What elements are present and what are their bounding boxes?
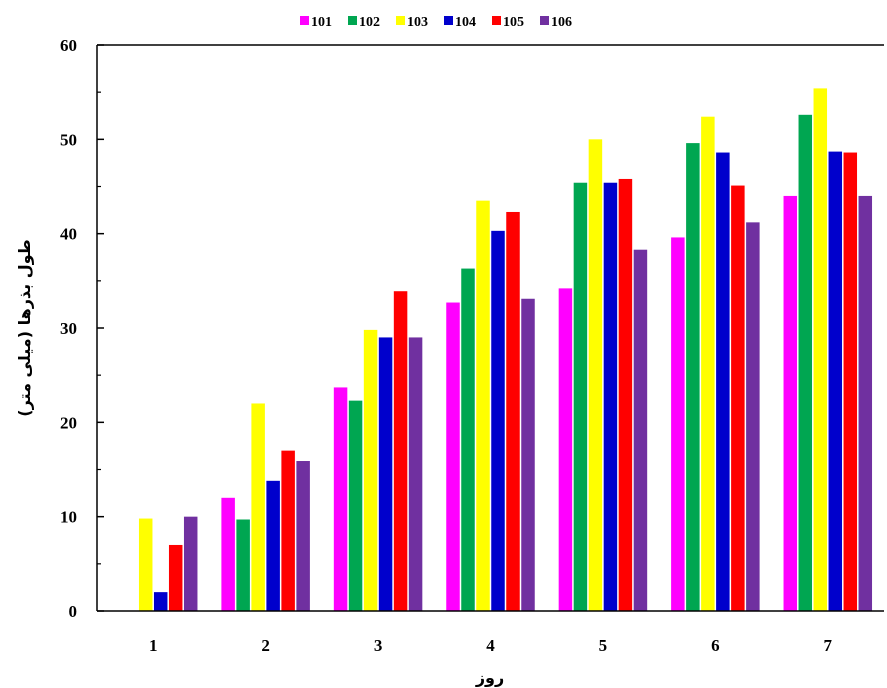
bar-101-day-4	[446, 302, 460, 611]
bar-104-day-5	[603, 182, 618, 611]
bar-102-day-4	[461, 268, 475, 611]
legend-swatch-101	[300, 16, 309, 25]
legend-label-104: 104	[455, 15, 476, 30]
bar-104-day-4	[491, 230, 505, 611]
bar-105-day-7	[843, 152, 858, 612]
x-tick-label: 1	[149, 636, 158, 655]
bar-101-day-7	[783, 195, 798, 611]
legend-swatch-104	[444, 16, 453, 25]
bar-105-day-2	[281, 450, 295, 611]
x-tick-label: 5	[599, 636, 608, 655]
legend-swatch-105	[492, 16, 501, 25]
legend-label-103: 103	[407, 15, 428, 30]
chart-legend: 101 102 103 104 105 106	[300, 15, 572, 30]
x-tick-label: 4	[486, 636, 495, 655]
bar-101-day-6	[671, 237, 685, 611]
bar-106-day-5	[633, 249, 648, 611]
bar-102-day-2	[236, 519, 250, 611]
legend-swatch-106	[540, 16, 549, 25]
legend-label-105: 105	[503, 15, 524, 30]
bar-106-day-1	[183, 516, 198, 611]
bar-105-day-6	[731, 185, 745, 611]
y-tick-label: 60	[60, 36, 77, 55]
bar-106-day-6	[746, 222, 760, 611]
bar-106-day-2	[296, 461, 310, 611]
chart-axes	[96, 44, 884, 612]
legend-label-101: 101	[311, 15, 332, 30]
bar-103-day-7	[813, 88, 828, 612]
x-axis-title: روز	[475, 668, 504, 687]
bar-101-day-2	[221, 497, 235, 611]
bar-101-day-5	[558, 288, 573, 611]
bar-102-day-3	[348, 400, 363, 611]
x-tick-label: 6	[711, 636, 720, 655]
bar-106-day-3	[408, 337, 423, 611]
x-tick-label: 3	[374, 636, 383, 655]
bar-102-day-5	[573, 182, 588, 611]
y-axis-ticks: 0 10 20 30 40 50 60	[60, 36, 104, 621]
bar-104-day-2	[266, 480, 280, 611]
bar-103-day-6	[701, 116, 715, 612]
legend-swatch-103	[396, 16, 405, 25]
bar-103-day-4	[476, 200, 490, 611]
y-tick-label: 30	[60, 319, 77, 338]
bar-105-day-5	[618, 178, 633, 611]
bar-103-day-5	[588, 139, 603, 612]
bar-102-day-7	[798, 114, 813, 611]
x-axis-ticks: 1 2 3 4 5 6 7	[149, 636, 833, 655]
bar-104-day-3	[378, 337, 393, 611]
legend-label-102: 102	[359, 15, 380, 30]
bar-103-day-1	[138, 518, 153, 611]
legend-label-106: 106	[551, 15, 572, 30]
y-tick-label: 0	[69, 602, 78, 621]
bar-106-day-4	[521, 298, 535, 611]
x-tick-label: 2	[261, 636, 270, 655]
y-tick-label: 10	[60, 508, 77, 527]
bar-106-day-7	[858, 195, 873, 611]
legend-swatch-102	[348, 16, 357, 25]
chart-bars	[138, 88, 873, 612]
bar-103-day-2	[251, 403, 265, 611]
bar-104-day-1	[153, 592, 168, 611]
x-tick-label: 7	[824, 636, 833, 655]
y-tick-label: 40	[60, 225, 77, 244]
bar-105-day-4	[506, 211, 520, 611]
bar-103-day-3	[363, 329, 378, 611]
bar-104-day-6	[716, 152, 730, 612]
bar-104-day-7	[828, 151, 843, 611]
y-tick-label: 20	[60, 413, 77, 432]
bar-105-day-1	[168, 544, 183, 611]
bar-101-day-3	[333, 387, 348, 611]
y-axis-title: طول بذرها (میلی متر)	[15, 239, 34, 416]
bar-105-day-3	[393, 291, 408, 611]
y-tick-label: 50	[60, 130, 77, 149]
bar-102-day-6	[686, 143, 700, 611]
